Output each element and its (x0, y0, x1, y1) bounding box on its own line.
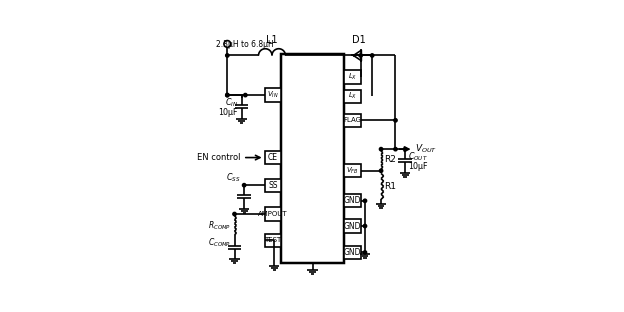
Bar (265, 178, 281, 192)
Text: EN control: EN control (197, 153, 240, 162)
Text: L1: L1 (266, 35, 278, 45)
Text: $C_{OUT}$: $C_{OUT}$ (409, 150, 428, 163)
Bar (344, 164, 361, 178)
Text: GND: GND (343, 248, 361, 257)
Text: CE: CE (268, 153, 278, 162)
Text: $V_{FB}$: $V_{FB}$ (346, 166, 359, 176)
Text: AMPOUT: AMPOUT (258, 211, 288, 217)
Bar (265, 207, 281, 221)
Text: 10μF: 10μF (409, 162, 428, 171)
Text: GND: GND (343, 222, 361, 231)
Circle shape (226, 93, 229, 97)
Text: TEST: TEST (265, 237, 281, 243)
Text: $V_{IN}$: $V_{IN}$ (267, 90, 279, 100)
Bar (344, 246, 361, 259)
Text: $C_{IN}$: $C_{IN}$ (225, 96, 238, 109)
Text: $C_{COMP}$: $C_{COMP}$ (208, 236, 231, 249)
Text: GND: GND (343, 196, 361, 205)
Circle shape (226, 93, 229, 97)
Text: R1: R1 (384, 182, 396, 191)
Circle shape (394, 119, 397, 122)
Bar (281, 54, 344, 263)
Bar (344, 71, 361, 84)
Text: $L_X$: $L_X$ (348, 91, 357, 101)
Circle shape (379, 148, 383, 151)
Circle shape (403, 148, 407, 151)
Bar (344, 90, 361, 103)
Bar (344, 194, 361, 207)
Text: $L_X$: $L_X$ (348, 72, 357, 82)
Text: $R_{COMP}$: $R_{COMP}$ (208, 219, 231, 232)
Text: FLAG: FLAG (343, 117, 361, 123)
Circle shape (233, 212, 236, 216)
Circle shape (359, 54, 363, 57)
Circle shape (363, 199, 367, 202)
Circle shape (363, 224, 367, 228)
Bar (265, 151, 281, 164)
Bar (265, 234, 281, 247)
Circle shape (243, 93, 247, 97)
Text: $V_{OUT}$: $V_{OUT}$ (415, 143, 437, 155)
Text: 10μF: 10μF (218, 108, 238, 117)
Text: 2.3μH to 6.8μH: 2.3μH to 6.8μH (217, 41, 274, 49)
Text: SS: SS (268, 181, 278, 190)
Bar (344, 219, 361, 233)
Text: $C_{SS}$: $C_{SS}$ (226, 172, 240, 184)
Bar (344, 114, 361, 127)
Text: R2: R2 (384, 155, 396, 164)
Text: D1: D1 (352, 35, 366, 45)
Circle shape (226, 54, 229, 57)
Circle shape (394, 148, 397, 151)
Circle shape (363, 251, 367, 254)
Circle shape (371, 54, 374, 57)
Bar (265, 89, 281, 102)
Circle shape (243, 183, 246, 187)
Circle shape (379, 169, 383, 173)
